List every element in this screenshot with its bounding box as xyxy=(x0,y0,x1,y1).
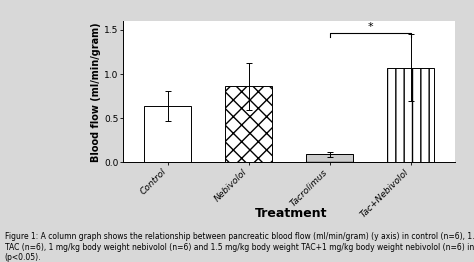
Text: Figure 1: A column graph shows the relationship between pancreatic blood flow (m: Figure 1: A column graph shows the relat… xyxy=(5,232,474,262)
Bar xyxy=(144,106,191,162)
Text: *: * xyxy=(367,23,373,32)
Bar xyxy=(225,86,272,162)
Y-axis label: Blood flow (ml/min/gram): Blood flow (ml/min/gram) xyxy=(91,22,101,161)
Bar xyxy=(306,155,353,162)
Text: Treatment: Treatment xyxy=(255,207,328,220)
Bar xyxy=(387,68,434,162)
